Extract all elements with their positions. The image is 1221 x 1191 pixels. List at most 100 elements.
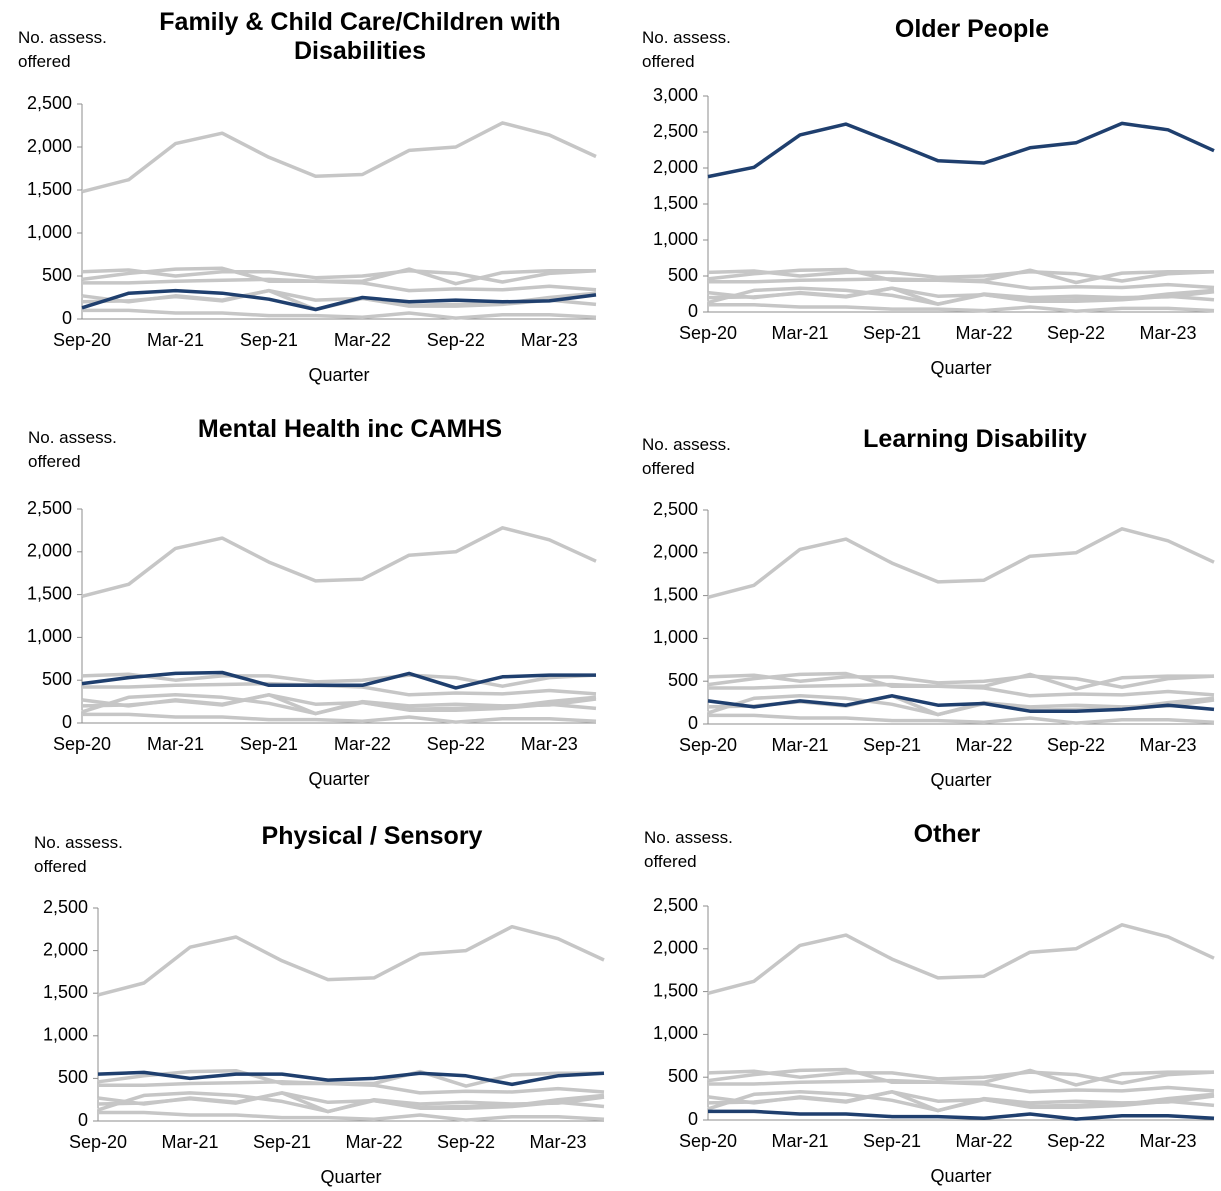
series-line: [82, 308, 597, 320]
x-tick-label: Mar-21: [147, 734, 204, 754]
x-tick-label: Mar-23: [529, 1132, 586, 1152]
x-tick-label: Mar-22: [334, 330, 391, 350]
y-tick-label: 0: [62, 712, 72, 732]
y-tick-label: 2,000: [43, 939, 88, 959]
chart-title: Mental Health inc CAMHS: [197, 415, 503, 443]
series-line: [97, 924, 605, 997]
y-tick-label: 3,000: [653, 85, 698, 105]
x-tick-label: Mar-23: [521, 330, 578, 350]
y-tick-label: 2,500: [653, 499, 698, 519]
y-tick-label: 2,000: [653, 542, 698, 562]
y-tick-label: 1,500: [43, 982, 88, 1002]
y-tick-label: 2,500: [27, 498, 72, 518]
y-tick-label: 2,000: [27, 136, 72, 156]
x-tick-label: Mar-23: [521, 734, 578, 754]
y-tick-label: 2,500: [43, 897, 88, 917]
y-tick-label: 1,000: [653, 1023, 698, 1043]
series-line: [707, 286, 1215, 306]
chart-title: Other: [913, 820, 981, 848]
x-tick-label: Sep-22: [1047, 735, 1105, 755]
x-tick-label: Sep-20: [53, 734, 111, 754]
series-line: [708, 1078, 1215, 1094]
x-tick-label: Sep-22: [437, 1132, 495, 1152]
y-axis-label: No. assess. offered: [34, 833, 123, 876]
x-axis-label: Quarter: [930, 770, 991, 790]
x-tick-label: Sep-20: [69, 1132, 127, 1152]
x-tick-label: Mar-22: [955, 1131, 1012, 1151]
series-line: [707, 923, 1215, 995]
series-line: [708, 682, 1215, 698]
y-tick-label: 2,000: [27, 541, 72, 561]
x-tick-label: Mar-21: [161, 1132, 218, 1152]
x-tick-label: Mar-22: [955, 323, 1012, 343]
y-tick-label: 2,000: [653, 938, 698, 958]
y-tick-label: 2,000: [653, 157, 698, 177]
y-axis-label: No. assess. offered: [644, 828, 733, 871]
x-tick-label: Sep-22: [427, 330, 485, 350]
series-line: [98, 1080, 605, 1095]
y-tick-label: 1,000: [653, 627, 698, 647]
y-tick-label: 1,000: [27, 626, 72, 646]
x-tick-label: Mar-22: [955, 735, 1012, 755]
series-line: [708, 1109, 1215, 1121]
x-tick-label: Sep-20: [679, 1131, 737, 1151]
x-tick-label: Sep-21: [863, 1131, 921, 1151]
series-line: [707, 694, 1215, 713]
y-axis-label: No. assess. offered: [18, 28, 107, 71]
x-tick-label: Sep-21: [240, 330, 298, 350]
x-tick-label: Mar-22: [345, 1132, 402, 1152]
y-tick-label: 2,500: [653, 121, 698, 141]
chart-title: Older People: [894, 15, 1050, 43]
y-tick-label: 0: [688, 1109, 698, 1129]
x-tick-label: Mar-23: [1139, 735, 1196, 755]
x-axis-label: Quarter: [320, 1167, 381, 1187]
x-tick-label: Sep-22: [1047, 1131, 1105, 1151]
x-axis-label: Quarter: [308, 769, 369, 789]
x-tick-label: Sep-21: [253, 1132, 311, 1152]
series-line: [98, 1110, 605, 1122]
y-axis-label: No. assess. offered: [642, 435, 731, 478]
x-tick-label: Mar-23: [1139, 1131, 1196, 1151]
chart-title: Learning Disability: [863, 425, 1087, 453]
x-tick-label: Sep-21: [863, 323, 921, 343]
y-tick-label: 500: [58, 1067, 88, 1087]
y-tick-label: 1,500: [653, 980, 698, 1000]
x-tick-label: Sep-22: [1047, 323, 1105, 343]
series-line: [82, 277, 597, 293]
series-line: [707, 269, 1215, 283]
y-tick-label: 1,500: [27, 179, 72, 199]
x-axis-label: Quarter: [930, 1166, 991, 1186]
x-tick-label: Sep-22: [427, 734, 485, 754]
series-line: [707, 527, 1215, 599]
series-line: [82, 712, 597, 724]
series-line: [707, 1069, 1215, 1085]
series-line: [81, 670, 596, 690]
series-line: [81, 288, 597, 312]
series-line: [707, 121, 1215, 179]
x-tick-label: Mar-21: [147, 330, 204, 350]
y-tick-label: 500: [42, 265, 72, 285]
series-line: [708, 303, 1215, 314]
series-line: [81, 121, 597, 194]
chart-title: Physical / Sensory: [261, 822, 483, 850]
y-axis-label: No. assess. offered: [642, 28, 731, 71]
y-tick-label: 1,500: [27, 583, 72, 603]
y-tick-label: 0: [62, 308, 72, 328]
series-line: [707, 1090, 1215, 1113]
x-axis-label: Quarter: [308, 365, 369, 385]
y-tick-label: 0: [78, 1110, 88, 1130]
series-line: [97, 1070, 605, 1087]
y-tick-label: 1,500: [653, 584, 698, 604]
series-line: [708, 277, 1215, 290]
y-tick-label: 1,000: [27, 222, 72, 242]
x-tick-label: Mar-21: [771, 1131, 828, 1151]
x-tick-label: Sep-20: [679, 323, 737, 343]
y-tick-label: 500: [42, 669, 72, 689]
y-axis-label: No. assess. offered: [28, 428, 117, 471]
series-line: [81, 672, 597, 688]
y-tick-label: 500: [668, 265, 698, 285]
series-line: [97, 1091, 605, 1114]
y-tick-label: 1,500: [653, 193, 698, 213]
